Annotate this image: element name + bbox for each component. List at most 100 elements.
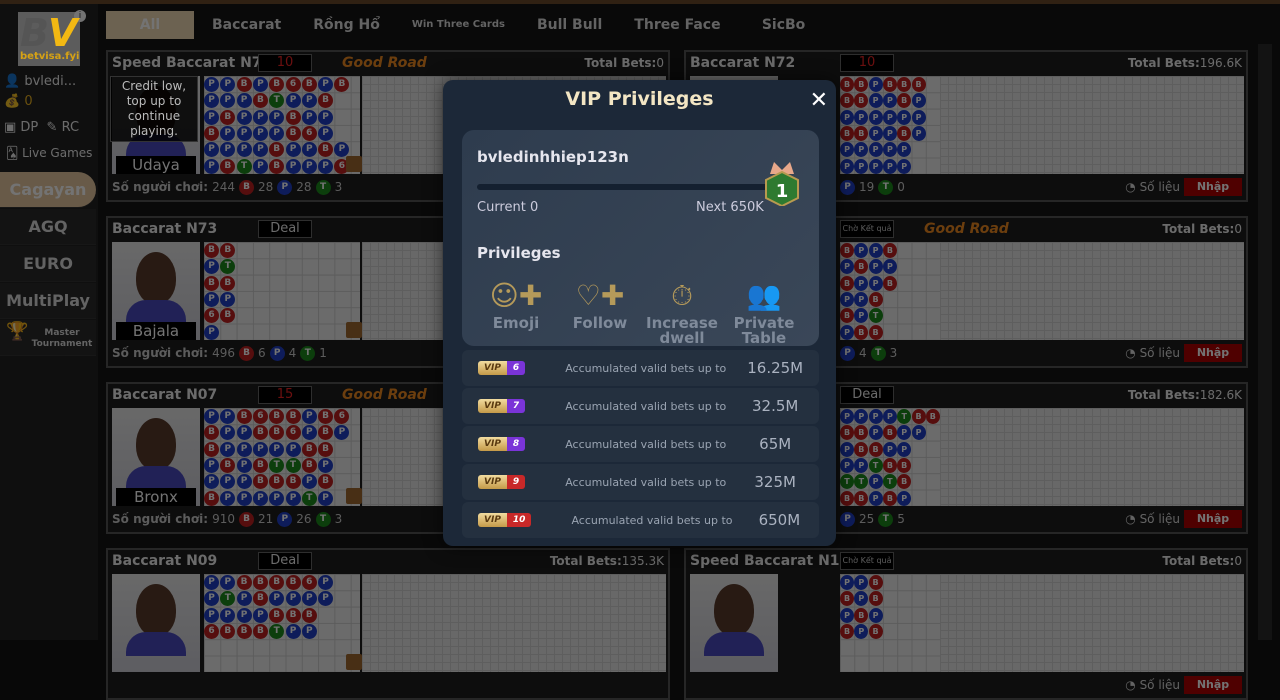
bead-P: P bbox=[252, 490, 268, 506]
bead-P: P bbox=[236, 441, 252, 457]
money-bag-icon: 💰 bbox=[4, 94, 25, 109]
info-icon[interactable]: i bbox=[74, 10, 86, 22]
trophy-icon: 🏆 bbox=[6, 321, 29, 342]
bead-P: P bbox=[882, 259, 897, 275]
tab-three-face[interactable]: Three Face bbox=[634, 17, 721, 33]
tab-baccarat[interactable]: Baccarat bbox=[212, 17, 282, 33]
bead-B: B bbox=[204, 425, 219, 441]
tab-win-three-cards[interactable]: Win Three Cards bbox=[411, 19, 505, 30]
recharge-button[interactable]: ✎ RC bbox=[46, 120, 80, 135]
table-title: Speed Baccarat N10 bbox=[690, 553, 850, 569]
sidebar-item-multiplay[interactable]: MultiPlay bbox=[0, 283, 96, 319]
bead-P: P bbox=[911, 425, 926, 441]
live-games-button[interactable]: 🂡 Live Games bbox=[6, 146, 93, 160]
players-count: 496 bbox=[212, 346, 235, 360]
username-row: 👤 bvledi... bbox=[4, 74, 76, 89]
stats-button[interactable]: ◔ Số liệu bbox=[1125, 512, 1180, 526]
bead-B: B bbox=[220, 109, 236, 125]
heart-plus-icon: ♡✚ bbox=[575, 279, 625, 312]
road-switch-icon[interactable] bbox=[346, 156, 362, 172]
table-card[interactable]: Baccarat N09 Deal Total Bets:135.3K P P B B B B 6… bbox=[106, 548, 670, 700]
stats-button[interactable]: ◔ Số liệu bbox=[1125, 346, 1180, 360]
players-label: Số người chơi: bbox=[112, 346, 209, 360]
bead-B: B bbox=[897, 77, 912, 92]
bead-P: P bbox=[868, 109, 883, 125]
chip-T: T bbox=[878, 511, 894, 527]
bead-T: T bbox=[301, 490, 317, 506]
count-P: 4 bbox=[859, 346, 867, 360]
close-icon[interactable]: ✕ bbox=[809, 88, 828, 113]
sidebar-item-euro[interactable]: EURO bbox=[0, 246, 96, 282]
bead-P: P bbox=[301, 142, 317, 158]
tab-sicbo[interactable]: SicBo bbox=[761, 17, 806, 33]
dealer-body bbox=[704, 632, 764, 656]
modal-title: VIP Privileges bbox=[565, 88, 714, 110]
bead-P: P bbox=[897, 490, 912, 506]
bead-P: P bbox=[204, 324, 219, 340]
bead-P: P bbox=[854, 308, 869, 324]
bead-P: P bbox=[301, 623, 317, 639]
bead-P: P bbox=[868, 77, 883, 92]
tab-bull-bull[interactable]: Bull Bull bbox=[536, 17, 603, 33]
stats-button[interactable]: ◔ Số liệu bbox=[1125, 678, 1180, 692]
total-bets-label: Total Bets: bbox=[1127, 388, 1200, 402]
dealer-face bbox=[136, 584, 176, 636]
tab-all[interactable]: All bbox=[106, 11, 194, 39]
bead-P: P bbox=[204, 591, 219, 607]
sidebar-item-cagayan[interactable]: Cagayan bbox=[0, 172, 96, 208]
table-footer: Số người chơi: 244 B 28 P 28 T 3 bbox=[112, 177, 664, 197]
bead-P: P bbox=[882, 441, 897, 457]
deposit-button[interactable]: ▣ DP bbox=[4, 120, 39, 135]
dealer-body bbox=[126, 632, 186, 656]
enter-button[interactable]: Nhập bbox=[1184, 510, 1242, 528]
bead-B: B bbox=[868, 441, 883, 457]
count-B: 28 bbox=[258, 180, 274, 194]
bead-P: P bbox=[220, 77, 236, 92]
enter-button[interactable]: Nhập bbox=[1184, 178, 1242, 196]
current-amount: Current 0 bbox=[477, 200, 539, 215]
bead-P: P bbox=[204, 158, 219, 174]
total-bets-value: 135.3K bbox=[621, 554, 664, 568]
table-card[interactable]: Speed Baccarat N10 Chờ Kết quả Total Bets:… bbox=[684, 548, 1248, 700]
road-switch-icon[interactable] bbox=[346, 654, 362, 670]
road-switch-icon[interactable] bbox=[346, 488, 362, 504]
bead-P: P bbox=[285, 142, 301, 158]
bead-B: B bbox=[868, 575, 883, 590]
big-road bbox=[940, 408, 1244, 506]
enter-button[interactable]: Nhập bbox=[1184, 344, 1242, 362]
bead-P: P bbox=[854, 109, 869, 125]
stats-button[interactable]: ◔ Số liệu bbox=[1125, 180, 1180, 194]
privilege-private-table: 👥 Private Table bbox=[726, 276, 802, 346]
bead-P: P bbox=[840, 324, 854, 340]
bead-P: P bbox=[236, 457, 252, 473]
bead-P: P bbox=[911, 125, 926, 141]
road-switch-icon[interactable] bbox=[346, 322, 362, 338]
sidebar-item-master-tournament[interactable]: 🏆 Master Tournament bbox=[0, 320, 96, 356]
bead-B: B bbox=[840, 425, 854, 441]
stats-label: Số liệu bbox=[1139, 512, 1180, 526]
chip-P: P bbox=[277, 179, 293, 195]
vip-status-card: bvledinhhiep123n 1 Current 0 Next 650K P… bbox=[462, 130, 819, 346]
bead-B: B bbox=[285, 474, 301, 490]
bead-P: P bbox=[204, 409, 219, 424]
bead-P: P bbox=[840, 575, 854, 590]
svg-text:B: B bbox=[20, 11, 49, 55]
total-bets-value: 0 bbox=[1234, 222, 1242, 236]
good-road-label: Good Road bbox=[924, 221, 1009, 237]
table-header: Chờ Kết quả Good Road Total Bets:0 bbox=[686, 218, 1246, 240]
sidebar-item-agq[interactable]: AGQ bbox=[0, 209, 96, 245]
bead-T: T bbox=[897, 409, 912, 424]
big-road bbox=[940, 242, 1244, 340]
vip-badge: VIP 7 bbox=[478, 399, 526, 413]
bead-B: B bbox=[897, 93, 912, 109]
enter-button[interactable]: Nhập bbox=[1184, 676, 1242, 694]
tab-rồng-hổ[interactable]: Rồng Hổ bbox=[313, 17, 380, 33]
bead-P: P bbox=[868, 125, 883, 141]
dealer-photo: Bronx bbox=[112, 408, 200, 506]
scrollbar[interactable] bbox=[1258, 44, 1272, 640]
bead-B: B bbox=[334, 77, 350, 92]
count-T: 3 bbox=[334, 180, 343, 194]
avatar[interactable] bbox=[18, 12, 80, 66]
